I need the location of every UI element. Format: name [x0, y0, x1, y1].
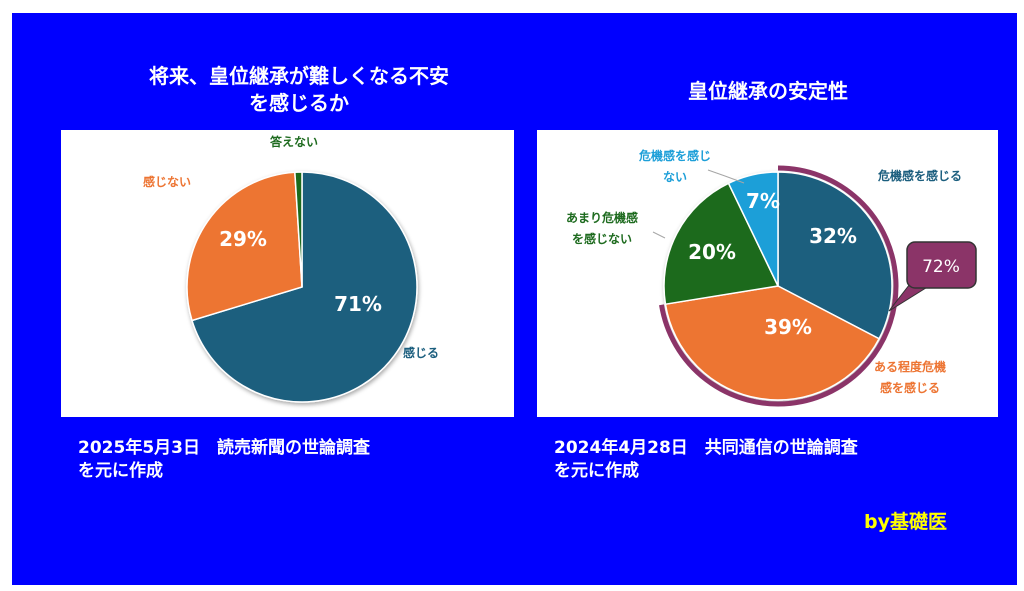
author-credit: by基礎医	[864, 511, 947, 533]
right-slice-amari	[663, 182, 780, 306]
slide-background: 将来、皇位継承が難しくなる不安 を感じるか 皇位継承の安定性 71% 29% 感…	[12, 13, 1017, 585]
right-slice-value-kanjinai: 7%	[746, 189, 780, 213]
right-label-aruteido-line1: ある程度危機	[874, 359, 946, 374]
left-slice-label-kanjiru-value: 71%	[334, 292, 382, 316]
left-label-kotaenai: 答えない	[270, 134, 318, 149]
left-source-line1: 2025年5月3日 読売新聞の世論調査	[78, 438, 370, 458]
left-slice-kotaenai	[294, 171, 303, 288]
right-slice-kikikan	[777, 171, 893, 340]
right-chart-title: 皇位継承の安定性	[688, 79, 848, 103]
callout-box	[906, 241, 977, 289]
left-source-note: 2025年5月3日 読売新聞の世論調査 を元に作成	[78, 437, 370, 483]
right-pie-chart: 72% 32% 39% 20% 7% 危機感を感じる ある程度危機 感を感じる …	[566, 148, 977, 407]
left-label-kanjinai: 感じない	[143, 174, 191, 189]
right-callout-arc	[659, 165, 899, 407]
right-label-kikikan: 危機感を感じる	[877, 168, 962, 183]
right-label-amari-line1: あまり危機感	[566, 210, 638, 225]
right-source-line1: 2024年4月28日 共同通信の世論調査	[554, 438, 858, 458]
leader-line-kanjinai	[707, 169, 745, 184]
right-slice-aruteido	[664, 285, 881, 401]
leader-line-amari	[652, 231, 666, 239]
right-label-kanjinai-line2: ない	[663, 170, 687, 184]
right-slice-value-amari: 20%	[688, 240, 736, 264]
left-slice-kanjinai	[186, 171, 303, 322]
right-source-line2: を元に作成	[554, 461, 639, 481]
right-slice-value-kikikan: 32%	[809, 224, 857, 248]
left-chart-panel: 71% 29% 感じる 感じない 答えない	[61, 130, 514, 417]
left-chart-title-line1: 将来、皇位継承が難しくなる不安	[149, 64, 449, 88]
left-slice-label-kanjinai-value: 29%	[219, 227, 267, 251]
right-slice-value-aruteido: 39%	[764, 315, 812, 339]
right-chart-panel: 72% 32% 39% 20% 7% 危機感を感じる ある程度危機 感を感じる …	[537, 130, 998, 417]
right-label-amari-line2: を感じない	[572, 231, 632, 246]
right-label-aruteido-line2: 感を感じる	[880, 380, 940, 395]
left-slice-kanjiru	[191, 171, 418, 403]
left-source-line2: を元に作成	[78, 461, 163, 481]
callout-value: 72%	[922, 257, 960, 277]
left-pie-chart: 71% 29% 感じる 感じない 答えない	[143, 134, 439, 403]
left-label-kanjiru: 感じる	[403, 345, 439, 360]
right-source-note: 2024年4月28日 共同通信の世論調査 を元に作成	[554, 437, 858, 483]
right-label-kanjinai-line1: 危機感を感じ	[638, 148, 711, 163]
left-chart-title: 将来、皇位継承が難しくなる不安 を感じるか	[72, 63, 526, 117]
right-slice-kanjinai	[727, 171, 779, 287]
left-chart-title-line2: を感じるか	[249, 91, 349, 115]
